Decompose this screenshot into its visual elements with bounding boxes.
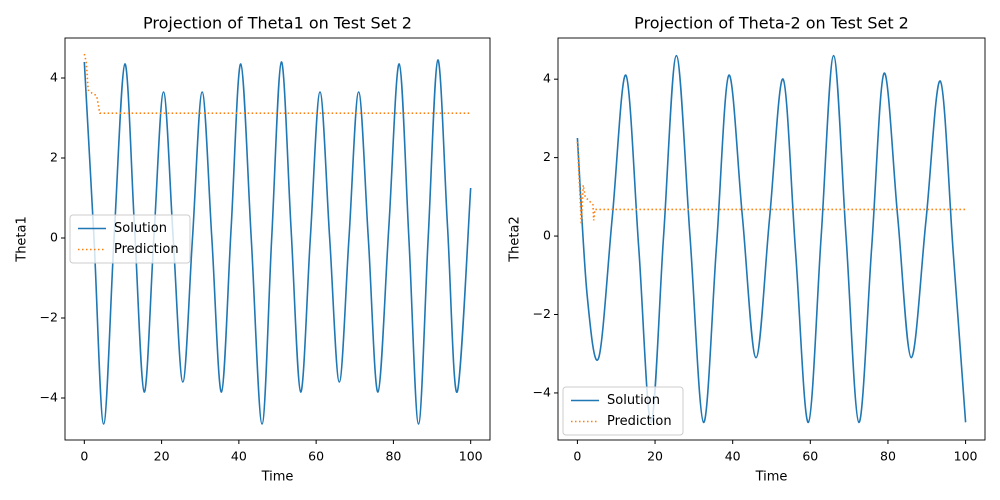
chart-title: Projection of Theta1 on Test Set 2 xyxy=(143,14,412,33)
y-tick-label: 2 xyxy=(543,149,551,164)
x-axis-label: Time xyxy=(261,470,294,485)
x-tick-label: 80 xyxy=(880,449,896,464)
x-tick-label: 60 xyxy=(308,449,324,464)
x-tick-label: 0 xyxy=(80,449,88,464)
legend-label: Prediction xyxy=(607,414,672,429)
y-tick-label: 4 xyxy=(50,70,58,85)
x-tick-label: 40 xyxy=(725,449,741,464)
x-tick-label: 100 xyxy=(459,449,483,464)
x-tick-label: 60 xyxy=(802,449,818,464)
x-tick-label: 40 xyxy=(231,449,247,464)
legend-label: Solution xyxy=(607,393,660,408)
y-axis-label: Theta1 xyxy=(15,216,30,263)
y-axis-label: Theta2 xyxy=(508,216,523,263)
legend-label: Prediction xyxy=(114,242,179,257)
legend-box xyxy=(69,214,191,264)
y-tick-label: −4 xyxy=(533,384,551,399)
legend: Solution Prediction xyxy=(69,214,191,264)
legend: Solution Prediction xyxy=(562,386,684,436)
series-line xyxy=(83,59,472,425)
y-tick-label: 4 xyxy=(543,71,551,86)
x-tick-label: 0 xyxy=(573,449,581,464)
legend-box xyxy=(562,386,684,436)
y-tick-label: −4 xyxy=(40,390,58,405)
y-tick-label: −2 xyxy=(40,310,58,325)
series-line xyxy=(576,54,967,424)
series-line xyxy=(83,53,471,114)
x-tick-label: 20 xyxy=(647,449,663,464)
x-tick-label: 20 xyxy=(154,449,170,464)
x-axis-label: Time xyxy=(755,470,788,485)
axes-frame xyxy=(557,37,986,441)
y-tick-label: 2 xyxy=(50,150,58,165)
axes-frame xyxy=(64,37,491,441)
y-tick-label: 0 xyxy=(50,230,58,245)
x-tick-label: 100 xyxy=(954,449,978,464)
y-tick-label: −2 xyxy=(533,306,551,321)
chart-title: Projection of Theta-2 on Test Set 2 xyxy=(634,14,909,33)
x-tick-label: 80 xyxy=(385,449,401,464)
legend-label: Solution xyxy=(114,221,167,236)
y-tick-label: 0 xyxy=(543,228,551,243)
series-line xyxy=(576,141,966,225)
